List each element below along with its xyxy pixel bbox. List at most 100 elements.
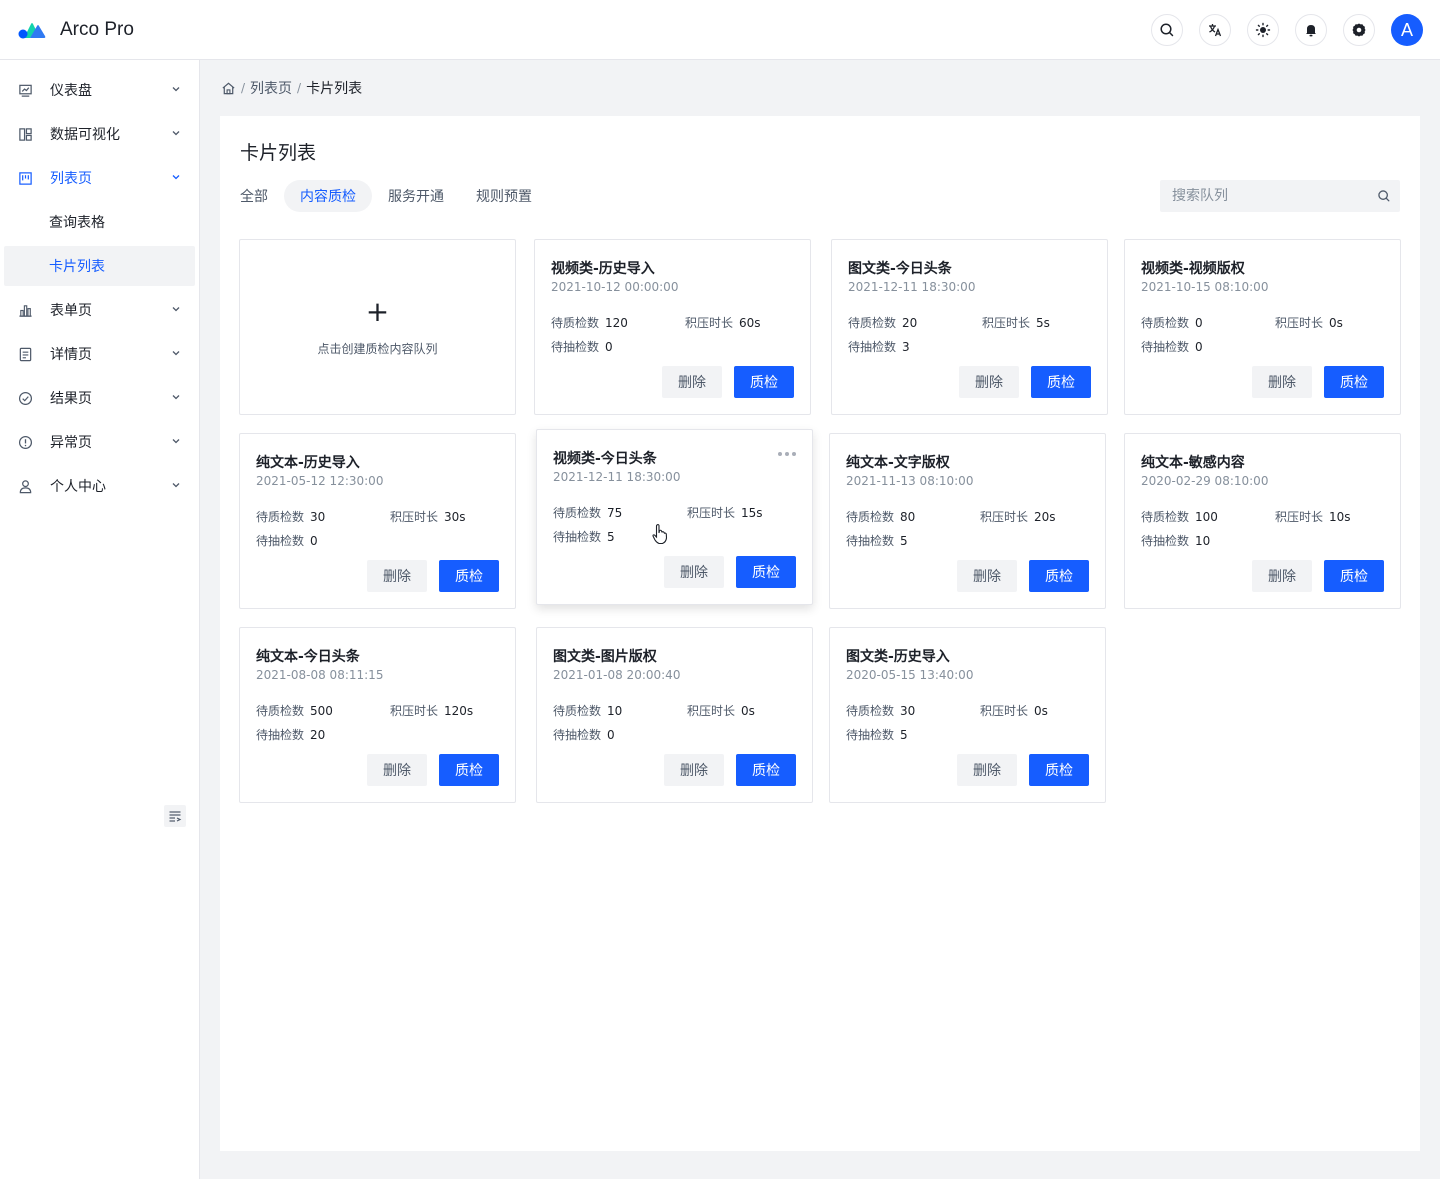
collapse-sidebar-button[interactable] xyxy=(164,805,186,827)
more-icon[interactable] xyxy=(778,452,796,458)
delete-button[interactable]: 删除 xyxy=(957,754,1017,786)
breadcrumb-separator: / xyxy=(241,81,246,95)
delete-button[interactable]: 删除 xyxy=(664,556,724,588)
sidebar-item-user[interactable]: 个人中心 xyxy=(4,466,195,506)
delete-button[interactable]: 删除 xyxy=(367,754,427,786)
home-icon[interactable] xyxy=(221,81,236,96)
sidebar-item-detail[interactable]: 详情页 xyxy=(4,334,195,374)
pending-sample-stat: 待抽检数 20 xyxy=(256,726,325,743)
pending-sample-stat: 待抽检数 10 xyxy=(1141,532,1210,549)
tab-service[interactable]: 服务开通 xyxy=(388,189,444,205)
logo[interactable]: Arco Pro xyxy=(18,19,134,41)
app-title: Arco Pro xyxy=(60,18,134,40)
qc-button[interactable]: 质检 xyxy=(736,556,796,588)
queue-card[interactable]: 纯文本-今日头条 2021-08-08 08:11:15 待质检数 500 积压时… xyxy=(239,627,516,803)
avatar[interactable]: A xyxy=(1391,14,1423,46)
card-time: 2021-12-11 18:30:00 xyxy=(848,280,976,294)
search-input[interactable] xyxy=(1172,188,1368,204)
check-circle-icon xyxy=(17,390,33,406)
stat-value: 0s xyxy=(1034,704,1048,718)
stat-label: 待抽检数 xyxy=(256,728,305,742)
stat-value: 30 xyxy=(310,510,326,524)
chevron-down-icon xyxy=(172,395,180,400)
stat-label: 积压时长 xyxy=(980,704,1029,718)
stat-value: 30 xyxy=(900,704,916,718)
search-icon[interactable] xyxy=(1368,180,1400,212)
language-button[interactable] xyxy=(1199,14,1231,46)
queue-card[interactable]: 图文类-图片版权 2021-01-08 20:00:40 待质检数 10 积压时长… xyxy=(536,627,813,803)
qc-button[interactable]: 质检 xyxy=(439,754,499,786)
sidebar-item-form[interactable]: 表单页 xyxy=(4,290,195,330)
stat-label: 待抽检数 xyxy=(1141,534,1190,548)
sidebar-item-result[interactable]: 结果页 xyxy=(4,378,195,418)
qc-button[interactable]: 质检 xyxy=(1029,560,1089,592)
header-actions: A xyxy=(1135,14,1423,46)
stat-label: 待质检数 xyxy=(551,316,600,330)
stat-value: 5 xyxy=(900,728,908,742)
sidebar-subitem-label: 卡片列表 xyxy=(49,259,105,275)
queue-card[interactable]: 纯文本-历史导入 2021-05-12 12:30:00 待质检数 30 积压时长… xyxy=(239,433,516,609)
backlog-time-stat: 积压时长 5s xyxy=(982,314,1050,331)
queue-card[interactable]: 纯文本-文字版权 2021-11-13 08:10:00 待质检数 80 积压时长… xyxy=(829,433,1106,609)
queue-card[interactable]: 视频类-历史导入 2021-10-12 00:00:00 待质检数 120 积压时… xyxy=(534,239,811,415)
delete-button[interactable]: 删除 xyxy=(367,560,427,592)
settings-button[interactable] xyxy=(1343,14,1375,46)
stat-label: 待抽检数 xyxy=(553,728,602,742)
plus-icon: + xyxy=(365,294,390,328)
sidebar-item-visualization[interactable]: 数据可视化 xyxy=(4,114,195,154)
qc-button[interactable]: 质检 xyxy=(1031,366,1091,398)
stat-label: 待质检数 xyxy=(256,704,305,718)
stat-value: 0s xyxy=(1329,316,1343,330)
notification-button[interactable] xyxy=(1295,14,1327,46)
pending-qc-stat: 待质检数 20 xyxy=(848,314,917,331)
sidebar-subitem-card-list[interactable]: 卡片列表 xyxy=(4,246,195,286)
card-time: 2021-12-11 18:30:00 xyxy=(553,470,681,484)
stat-value: 60s xyxy=(739,316,761,330)
queue-card[interactable]: 视频类-视频版权 2021-10-15 08:10:00 待质检数 0 积压时长 0… xyxy=(1124,239,1401,415)
add-queue-card[interactable]: + 点击创建质检内容队列 xyxy=(239,239,516,415)
delete-button[interactable]: 删除 xyxy=(1252,366,1312,398)
queue-card[interactable]: 图文类-今日头条 2021-12-11 18:30:00 待质检数 20 积压时长… xyxy=(831,239,1108,415)
stat-value: 0 xyxy=(605,340,613,354)
stat-label: 积压时长 xyxy=(982,316,1031,330)
chevron-down-icon xyxy=(172,351,180,356)
chevron-down-icon xyxy=(172,307,180,312)
breadcrumb-item[interactable]: 列表页 xyxy=(250,81,293,97)
stat-value: 0 xyxy=(310,534,318,548)
pending-qc-stat: 待质检数 30 xyxy=(846,702,915,719)
tab-rules[interactable]: 规则预置 xyxy=(476,189,532,205)
sidebar-item-list[interactable]: 列表页 xyxy=(4,158,195,198)
qc-button[interactable]: 质检 xyxy=(734,366,794,398)
pending-sample-stat: 待抽检数 0 xyxy=(553,726,615,743)
qc-button[interactable]: 质检 xyxy=(1324,560,1384,592)
tab-all[interactable]: 全部 xyxy=(240,189,268,205)
delete-button[interactable]: 删除 xyxy=(662,366,722,398)
delete-button[interactable]: 删除 xyxy=(664,754,724,786)
delete-button[interactable]: 删除 xyxy=(1252,560,1312,592)
qc-button[interactable]: 质检 xyxy=(1029,754,1089,786)
sidebar-item-exception[interactable]: 异常页 xyxy=(4,422,195,462)
queue-card[interactable]: 纯文本-敏感内容 2020-02-29 08:10:00 待质检数 100 积压时… xyxy=(1124,433,1401,609)
queue-card[interactable]: 图文类-历史导入 2020-05-15 13:40:00 待质检数 30 积压时长… xyxy=(829,627,1106,803)
qc-button[interactable]: 质检 xyxy=(736,754,796,786)
sidebar-subitem-search-table[interactable]: 查询表格 xyxy=(4,202,195,242)
pending-qc-stat: 待质检数 0 xyxy=(1141,314,1203,331)
stat-value: 3 xyxy=(902,340,910,354)
chevron-up-icon xyxy=(172,175,180,180)
search-button[interactable] xyxy=(1151,14,1183,46)
stat-label: 待质检数 xyxy=(553,704,602,718)
pending-qc-stat: 待质检数 75 xyxy=(553,504,622,521)
queue-card[interactable]: 视频类-今日头条 2021-12-11 18:30:00 待质检数 75 积压时长… xyxy=(536,429,813,605)
pending-sample-stat: 待抽检数 3 xyxy=(848,338,910,355)
sidebar-item-dashboard[interactable]: 仪表盘 xyxy=(4,70,195,110)
stat-value: 20s xyxy=(1034,510,1056,524)
delete-button[interactable]: 删除 xyxy=(959,366,1019,398)
arco-logo-icon xyxy=(18,22,46,38)
theme-button[interactable] xyxy=(1247,14,1279,46)
delete-button[interactable]: 删除 xyxy=(957,560,1017,592)
stat-label: 待质检数 xyxy=(256,510,305,524)
tab-content-qc[interactable]: 内容质检 xyxy=(284,180,372,212)
qc-button[interactable]: 质检 xyxy=(1324,366,1384,398)
backlog-time-stat: 积压时长 30s xyxy=(390,508,466,525)
qc-button[interactable]: 质检 xyxy=(439,560,499,592)
